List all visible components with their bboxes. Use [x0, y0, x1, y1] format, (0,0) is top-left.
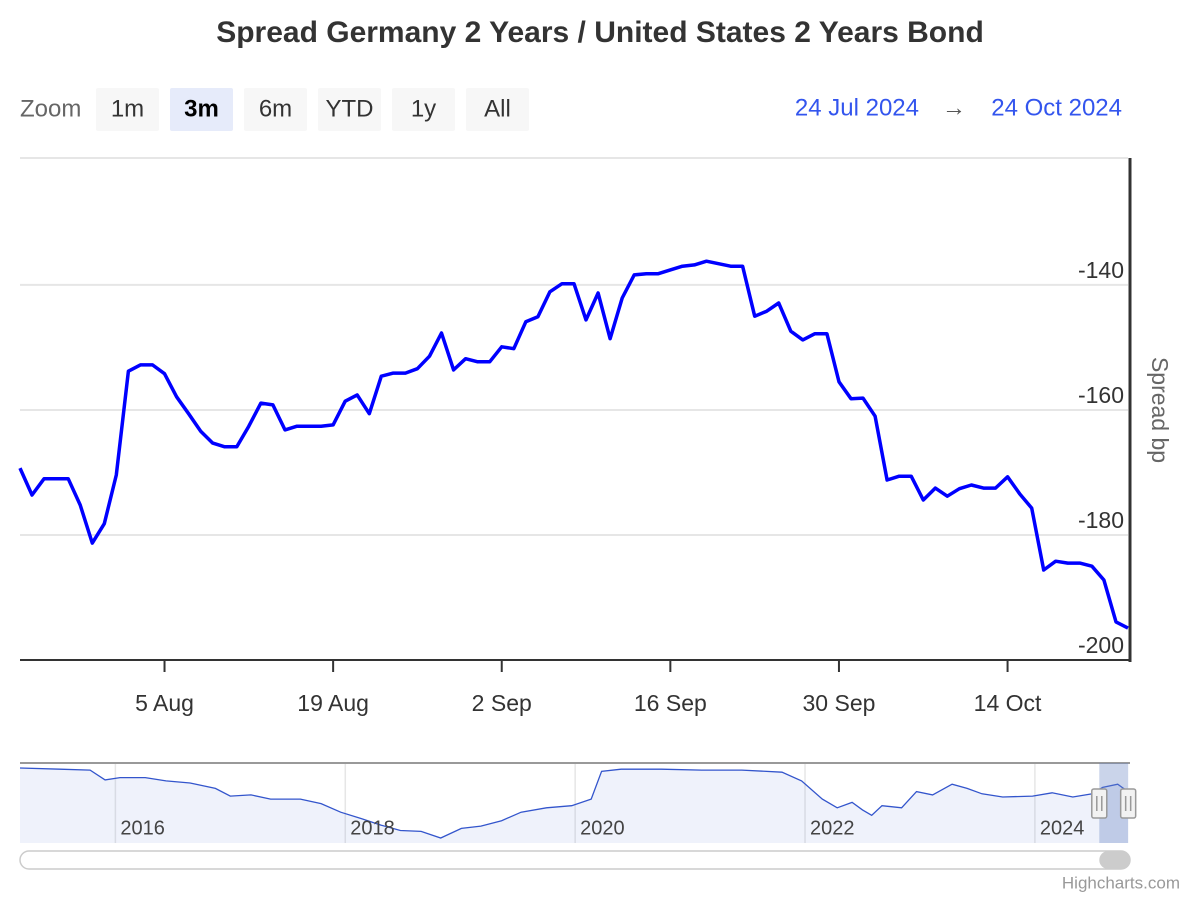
x-tick-label: 2 Sep	[472, 690, 532, 716]
navigator-line	[19, 767, 1129, 839]
range-button[interactable]	[170, 88, 233, 131]
y-tick-label: -180	[1078, 507, 1124, 533]
navigator-tick-label: 2020	[580, 817, 625, 839]
x-tick-label: 14 Oct	[974, 690, 1042, 716]
range-button[interactable]	[392, 88, 455, 131]
range-button-label[interactable]: 3m	[184, 95, 219, 122]
navigator-handle-grip	[1096, 796, 1103, 811]
range-arrow: →	[942, 94, 966, 121]
x-tick-label: 19 Aug	[297, 690, 369, 716]
navigator-handle[interactable]	[1119, 788, 1137, 819]
range-button-label[interactable]: 1m	[111, 95, 144, 122]
navigator-tick-label: 2024	[1040, 817, 1085, 839]
range-button-label[interactable]: All	[484, 95, 511, 122]
range-button[interactable]	[466, 88, 529, 131]
chart-title: Spread Germany 2 Years / United States 2…	[216, 16, 984, 49]
range-button-label[interactable]: 6m	[259, 95, 292, 122]
range-to[interactable]: 24 Oct 2024	[991, 94, 1122, 121]
y-tick-label: -200	[1078, 632, 1124, 658]
y-tick-label: -160	[1078, 382, 1124, 408]
navigator-handle-grip	[1124, 796, 1132, 811]
navigator-tick-label: 2016	[120, 817, 165, 839]
range-button[interactable]	[244, 88, 307, 131]
navigator-tick-label: 2018	[350, 817, 395, 839]
scrollbar-track[interactable]	[19, 850, 1131, 870]
scrollbar-thumb[interactable]	[1099, 851, 1130, 869]
x-tick-label: 16 Sep	[634, 690, 707, 716]
credits: Highcharts.com	[1062, 873, 1180, 892]
range-button[interactable]	[96, 88, 159, 131]
navigator-handle[interactable]	[1091, 788, 1108, 819]
range-button-label[interactable]: YTD	[326, 95, 374, 122]
x-tick-label: 30 Sep	[803, 690, 876, 716]
x-tick-label: 5 Aug	[135, 690, 194, 716]
range-button-label[interactable]: 1y	[411, 95, 436, 122]
range-from[interactable]: 24 Jul 2024	[795, 94, 919, 121]
range-button[interactable]	[318, 88, 381, 131]
y-axis-title: Spread bp	[1147, 357, 1173, 463]
zoom-label: Zoom	[20, 95, 81, 122]
y-tick-label: -140	[1078, 257, 1124, 283]
navigator-tick-label: 2022	[810, 817, 855, 839]
data-line	[18, 259, 1129, 630]
